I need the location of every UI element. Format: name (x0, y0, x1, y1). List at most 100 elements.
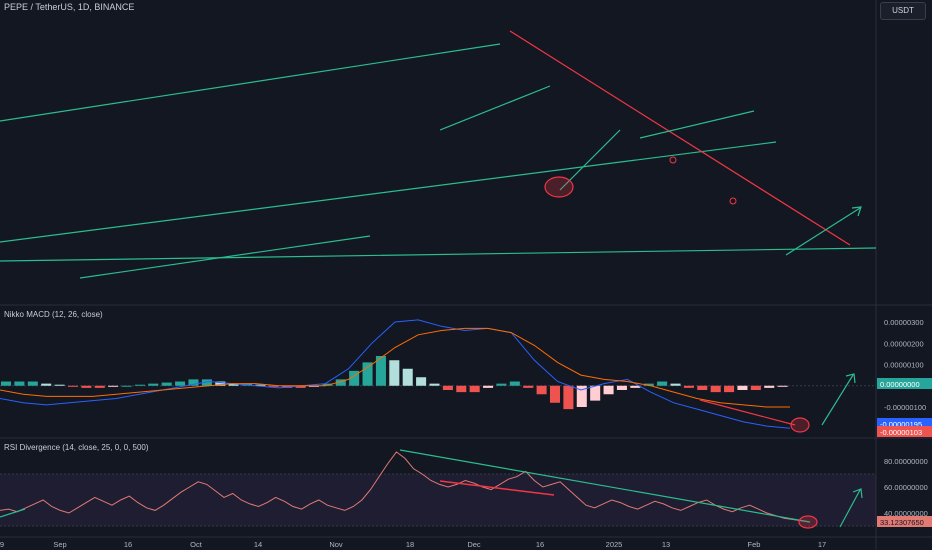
highlight-circle (729, 197, 737, 205)
macd-bar (228, 383, 239, 386)
macd-bar (67, 385, 78, 387)
rsi-red-divergence (439, 480, 555, 496)
time-tick-label: 16 (124, 540, 132, 549)
time-tick-label: 9 (0, 540, 4, 549)
time-tick-label: 14 (254, 540, 262, 549)
macd-bar (268, 385, 279, 387)
macd-bar (295, 385, 306, 388)
rsi-band (0, 474, 876, 526)
time-tick-label: 2025 (606, 540, 623, 549)
macd-bar (255, 384, 266, 386)
macd-bar (523, 385, 534, 388)
dec-channel-line (439, 85, 551, 131)
highlight-circle (544, 176, 574, 198)
macd-bar (148, 383, 159, 386)
jan-channel-line (639, 110, 755, 139)
rsi-projection-arrow (839, 489, 861, 528)
rsi-value-label: 33.12307650 (880, 518, 924, 527)
rising-support-line (79, 235, 371, 279)
macd-value-label: -0.00000195 (880, 420, 922, 429)
macd-bar (483, 385, 494, 388)
rsi-tick-label: 40.00000000 (884, 509, 928, 518)
jan-rise-line (559, 129, 621, 191)
macd-bar (108, 385, 119, 387)
macd-bar (375, 356, 386, 386)
rsi-support-line (0, 508, 26, 518)
time-tick-label: Feb (748, 540, 761, 549)
macd-bar (536, 385, 547, 395)
macd-bar (54, 384, 65, 386)
macd-bar (322, 383, 333, 386)
highlight-circle (669, 156, 677, 164)
rsi-title: RSI Divergence (14, close, 25, 0, 0, 500… (4, 443, 149, 452)
macd-bar (750, 385, 761, 390)
macd-bar (630, 385, 641, 388)
macd-bar (27, 381, 38, 386)
projection-arrow (785, 207, 861, 256)
macd-value-label: -0.00000103 (880, 428, 922, 437)
macd-tick-label: 0.00000300 (884, 318, 924, 327)
time-tick-label: 17 (818, 540, 826, 549)
macd-value-badge (877, 426, 932, 437)
macd-bar (442, 385, 453, 390)
upper-channel-line (0, 43, 501, 122)
time-tick-label: 13 (662, 540, 670, 549)
macd-bar (402, 368, 413, 386)
time-tick-label: Oct (190, 540, 203, 549)
symbol-title: PEPE / TetherUS, 1D, BINANCE (4, 2, 135, 12)
signal-line (0, 327, 790, 408)
macd-bar (670, 383, 681, 386)
macd-line (0, 319, 791, 429)
currency-button[interactable]: USDT (880, 2, 926, 20)
macd-bar (509, 381, 520, 386)
macd-bar (616, 385, 627, 390)
macd-bar (657, 381, 668, 386)
macd-bar (563, 385, 574, 410)
macd-bar (81, 385, 92, 388)
macd-bar (134, 384, 145, 386)
macd-bar (41, 383, 52, 386)
macd-bar (496, 383, 507, 386)
macd-title: Nikko MACD (12, 26, close) (4, 310, 103, 319)
macd-bar (764, 385, 775, 388)
macd-bar (94, 385, 105, 388)
macd-bar (389, 360, 400, 386)
middle-channel-line (0, 141, 777, 243)
time-tick-label: 16 (536, 540, 544, 549)
rsi-value-badge (877, 516, 932, 527)
macd-bar (362, 362, 373, 386)
rsi-arrowhead (852, 488, 863, 499)
macd-bar (469, 385, 480, 393)
macd-projection-arrow (821, 374, 854, 426)
macd-bar (643, 383, 654, 386)
macd-bar (215, 381, 226, 386)
macd-bar (175, 381, 186, 386)
rsi-line (0, 451, 811, 523)
time-tick-label: Sep (53, 540, 66, 549)
macd-bar (710, 385, 721, 393)
macd-tick-label: 0.00000200 (884, 339, 924, 348)
macd-tick-label: 0.00000100 (884, 361, 924, 370)
macd-arrowhead (845, 373, 856, 384)
macd-bar (14, 381, 25, 386)
macd-bar (121, 385, 132, 387)
macd-bar (737, 385, 748, 390)
macd-bar (188, 379, 199, 386)
time-tick-label: Nov (329, 540, 343, 549)
macd-bar (456, 385, 467, 393)
macd-bar (603, 385, 614, 395)
macd-bar (683, 385, 694, 388)
macd-bar (697, 385, 708, 390)
time-tick-label: Dec (467, 540, 481, 549)
rsi-tick-label: 60.00000000 (884, 483, 928, 492)
projection-arrowhead (851, 206, 862, 217)
macd-bar (416, 377, 427, 386)
macd-bar (429, 383, 440, 386)
rsi-divergence-line (399, 449, 811, 523)
macd-bar (724, 385, 735, 393)
downtrend-resistance-line (509, 30, 851, 246)
macd-bar (590, 385, 601, 401)
rsi-tick-label: 80.00000000 (884, 457, 928, 466)
rsi-highlight-circle (798, 515, 818, 529)
